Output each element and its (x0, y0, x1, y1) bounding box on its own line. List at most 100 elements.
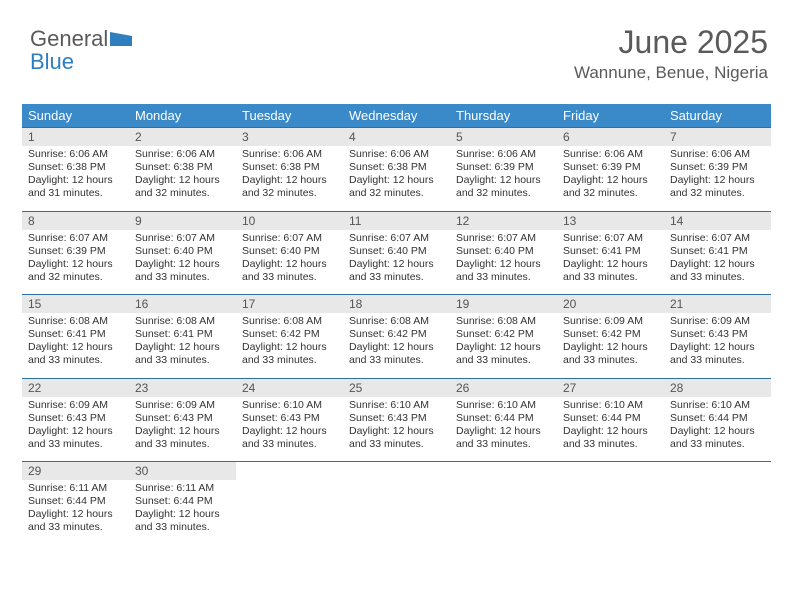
day-number: 12 (450, 211, 557, 230)
sunset-line: Sunset: 6:43 PM (242, 412, 337, 425)
day-cell (343, 480, 450, 545)
day-number: 8 (22, 211, 129, 230)
sunset-line: Sunset: 6:43 PM (349, 412, 444, 425)
weekday-header: Tuesday (236, 104, 343, 127)
day-cell: Sunrise: 6:07 AMSunset: 6:40 PMDaylight:… (236, 230, 343, 295)
calendar: Sunday Monday Tuesday Wednesday Thursday… (22, 104, 770, 545)
daylight-line: Daylight: 12 hours and 33 minutes. (349, 425, 444, 451)
sunrise-line: Sunrise: 6:09 AM (563, 315, 658, 328)
sunrise-line: Sunrise: 6:06 AM (563, 148, 658, 161)
sunset-line: Sunset: 6:42 PM (456, 328, 551, 341)
day-cell (664, 480, 771, 545)
sunrise-line: Sunrise: 6:07 AM (670, 232, 765, 245)
daylight-line: Daylight: 12 hours and 32 minutes. (135, 174, 230, 200)
day-number-row: 1234567 (22, 127, 770, 146)
daylight-line: Daylight: 12 hours and 32 minutes. (28, 258, 123, 284)
sunrise-line: Sunrise: 6:08 AM (28, 315, 123, 328)
day-cell: Sunrise: 6:10 AMSunset: 6:44 PMDaylight:… (664, 397, 771, 462)
brand-part1: General (30, 26, 108, 51)
day-number: 25 (343, 378, 450, 397)
day-number: 30 (129, 461, 236, 480)
sunset-line: Sunset: 6:38 PM (242, 161, 337, 174)
day-number: 4 (343, 127, 450, 146)
day-number: 16 (129, 294, 236, 313)
day-number (343, 461, 450, 480)
sunset-line: Sunset: 6:40 PM (242, 245, 337, 258)
day-cell: Sunrise: 6:07 AMSunset: 6:41 PMDaylight:… (557, 230, 664, 295)
daylight-line: Daylight: 12 hours and 33 minutes. (28, 341, 123, 367)
sunset-line: Sunset: 6:39 PM (670, 161, 765, 174)
sunset-line: Sunset: 6:44 PM (456, 412, 551, 425)
sunrise-line: Sunrise: 6:06 AM (135, 148, 230, 161)
sunrise-line: Sunrise: 6:06 AM (349, 148, 444, 161)
day-cell: Sunrise: 6:07 AMSunset: 6:40 PMDaylight:… (129, 230, 236, 295)
day-number: 21 (664, 294, 771, 313)
day-number (664, 461, 771, 480)
sunrise-line: Sunrise: 6:09 AM (670, 315, 765, 328)
daylight-line: Daylight: 12 hours and 33 minutes. (242, 341, 337, 367)
day-number: 28 (664, 378, 771, 397)
daylight-line: Daylight: 12 hours and 33 minutes. (670, 258, 765, 284)
sunrise-line: Sunrise: 6:06 AM (242, 148, 337, 161)
sunrise-line: Sunrise: 6:07 AM (456, 232, 551, 245)
sunrise-line: Sunrise: 6:08 AM (456, 315, 551, 328)
weekday-header: Sunday (22, 104, 129, 127)
day-number-row: 891011121314 (22, 211, 770, 230)
sunset-line: Sunset: 6:42 PM (242, 328, 337, 341)
day-number: 1 (22, 127, 129, 146)
sunrise-line: Sunrise: 6:07 AM (242, 232, 337, 245)
day-number: 14 (664, 211, 771, 230)
daylight-line: Daylight: 12 hours and 33 minutes. (349, 341, 444, 367)
daylight-line: Daylight: 12 hours and 33 minutes. (563, 341, 658, 367)
day-cell: Sunrise: 6:06 AMSunset: 6:38 PMDaylight:… (343, 146, 450, 211)
sunset-line: Sunset: 6:39 PM (456, 161, 551, 174)
day-number (450, 461, 557, 480)
daylight-line: Daylight: 12 hours and 32 minutes. (563, 174, 658, 200)
sunset-line: Sunset: 6:42 PM (349, 328, 444, 341)
sunrise-line: Sunrise: 6:10 AM (670, 399, 765, 412)
sunrise-line: Sunrise: 6:11 AM (28, 482, 123, 495)
daylight-line: Daylight: 12 hours and 33 minutes. (135, 341, 230, 367)
day-cell: Sunrise: 6:07 AMSunset: 6:40 PMDaylight:… (450, 230, 557, 295)
day-number: 18 (343, 294, 450, 313)
weekday-header: Saturday (664, 104, 771, 127)
brand-flag-icon (110, 32, 132, 51)
day-number (236, 461, 343, 480)
day-cell: Sunrise: 6:08 AMSunset: 6:42 PMDaylight:… (450, 313, 557, 378)
weekday-header: Monday (129, 104, 236, 127)
daylight-line: Daylight: 12 hours and 33 minutes. (135, 508, 230, 534)
weekday-header-row: Sunday Monday Tuesday Wednesday Thursday… (22, 104, 770, 127)
day-number: 27 (557, 378, 664, 397)
sunset-line: Sunset: 6:44 PM (135, 495, 230, 508)
sunrise-line: Sunrise: 6:07 AM (135, 232, 230, 245)
day-cell: Sunrise: 6:10 AMSunset: 6:44 PMDaylight:… (450, 397, 557, 462)
sunset-line: Sunset: 6:41 PM (135, 328, 230, 341)
day-number (557, 461, 664, 480)
sunset-line: Sunset: 6:41 PM (28, 328, 123, 341)
day-number: 26 (450, 378, 557, 397)
daylight-line: Daylight: 12 hours and 32 minutes. (670, 174, 765, 200)
day-number: 20 (557, 294, 664, 313)
sunset-line: Sunset: 6:38 PM (349, 161, 444, 174)
sunset-line: Sunset: 6:41 PM (563, 245, 658, 258)
daylight-line: Daylight: 12 hours and 33 minutes. (670, 341, 765, 367)
daylight-line: Daylight: 12 hours and 33 minutes. (456, 258, 551, 284)
sunset-line: Sunset: 6:43 PM (670, 328, 765, 341)
sunset-line: Sunset: 6:44 PM (28, 495, 123, 508)
sunrise-line: Sunrise: 6:06 AM (670, 148, 765, 161)
sunrise-line: Sunrise: 6:10 AM (563, 399, 658, 412)
day-cell: Sunrise: 6:06 AMSunset: 6:38 PMDaylight:… (129, 146, 236, 211)
day-number: 15 (22, 294, 129, 313)
daylight-line: Daylight: 12 hours and 33 minutes. (135, 425, 230, 451)
sunrise-line: Sunrise: 6:06 AM (456, 148, 551, 161)
sunset-line: Sunset: 6:38 PM (28, 161, 123, 174)
sunrise-line: Sunrise: 6:10 AM (242, 399, 337, 412)
daylight-line: Daylight: 12 hours and 33 minutes. (456, 425, 551, 451)
weekday-header: Thursday (450, 104, 557, 127)
day-cell: Sunrise: 6:06 AMSunset: 6:38 PMDaylight:… (22, 146, 129, 211)
title-location: Wannune, Benue, Nigeria (574, 63, 768, 83)
sunset-line: Sunset: 6:40 PM (349, 245, 444, 258)
sunrise-line: Sunrise: 6:09 AM (28, 399, 123, 412)
sunset-line: Sunset: 6:43 PM (135, 412, 230, 425)
day-cell: Sunrise: 6:07 AMSunset: 6:41 PMDaylight:… (664, 230, 771, 295)
